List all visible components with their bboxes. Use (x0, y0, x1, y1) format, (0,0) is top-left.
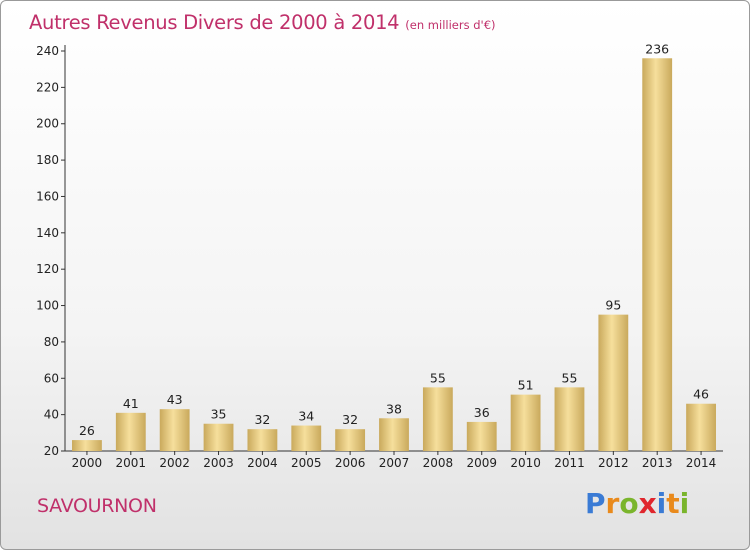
y-tick-label: 100 (36, 299, 59, 313)
y-tick-label: 180 (36, 153, 59, 167)
y-tick-label: 60 (44, 371, 59, 385)
value-label-2004: 32 (254, 412, 270, 427)
bar-2004 (247, 429, 277, 451)
x-tick-label-2002: 2002 (159, 456, 190, 470)
bar-2002 (160, 409, 190, 451)
x-tick-label-2001: 2001 (116, 456, 147, 470)
y-tick-label: 220 (36, 80, 59, 94)
value-label-2006: 32 (342, 412, 358, 427)
value-label-2013: 236 (645, 41, 669, 56)
logo-letter: t (666, 487, 679, 520)
proxiti-logo: Proxiti (585, 487, 689, 520)
y-tick-label: 200 (36, 117, 59, 131)
bar-2013 (642, 58, 672, 451)
value-label-2007: 38 (386, 401, 402, 416)
x-tick-label-2007: 2007 (379, 456, 410, 470)
bar-2001 (116, 413, 146, 451)
y-tick-label: 240 (36, 44, 59, 58)
value-label-2003: 35 (211, 407, 227, 422)
value-label-2012: 95 (605, 298, 621, 313)
logo-letter: i (657, 487, 667, 520)
value-label-2008: 55 (430, 370, 446, 385)
chart-frame: Autres Revenus Divers de 2000 à 2014 (en … (0, 0, 750, 550)
bar-2009 (467, 422, 497, 451)
y-tick-label: 120 (36, 262, 59, 276)
x-tick-label-2014: 2014 (686, 456, 717, 470)
logo-letter: o (619, 487, 638, 520)
x-tick-label-2013: 2013 (642, 456, 673, 470)
value-label-2000: 26 (79, 423, 95, 438)
logo-letter: P (585, 487, 606, 520)
bar-2011 (555, 387, 585, 451)
bar-2008 (423, 387, 453, 451)
x-tick-label-2000: 2000 (72, 456, 103, 470)
value-label-2001: 41 (123, 396, 139, 411)
x-tick-label-2005: 2005 (291, 456, 322, 470)
x-tick-label-2009: 2009 (466, 456, 497, 470)
x-tick-label-2003: 2003 (203, 456, 234, 470)
x-tick-label-2011: 2011 (554, 456, 585, 470)
bar-2012 (598, 315, 628, 451)
bar-2003 (204, 424, 234, 451)
value-label-2002: 43 (167, 392, 183, 407)
commune-name: SAVOURNON (37, 495, 157, 517)
x-tick-label-2004: 2004 (247, 456, 278, 470)
value-label-2009: 36 (474, 405, 490, 420)
bar-2010 (511, 395, 541, 451)
bar-2007 (379, 418, 409, 451)
y-tick-label: 160 (36, 189, 59, 203)
bar-2014 (686, 404, 716, 451)
value-label-2005: 34 (298, 409, 314, 424)
value-label-2010: 51 (518, 378, 534, 393)
y-tick-label: 80 (44, 335, 59, 349)
value-label-2011: 55 (562, 370, 578, 385)
logo-letter: x (639, 487, 657, 520)
y-tick-label: 140 (36, 226, 59, 240)
x-tick-label-2006: 2006 (335, 456, 366, 470)
value-label-2014: 46 (693, 387, 709, 402)
x-tick-label-2010: 2010 (510, 456, 541, 470)
bar-2005 (291, 426, 321, 451)
x-tick-label-2008: 2008 (423, 456, 454, 470)
y-tick-label: 20 (44, 444, 59, 458)
bar-chart: 20 40 60 80 100 120 140 160 180 200 220 240 2000 2001… (1, 1, 749, 549)
logo-letter: r (606, 487, 620, 520)
x-tick-label-2012: 2012 (598, 456, 629, 470)
bar-2000 (72, 440, 102, 451)
bar-2006 (335, 429, 365, 451)
y-tick-label: 40 (44, 408, 59, 422)
logo-letter: i (680, 487, 690, 520)
